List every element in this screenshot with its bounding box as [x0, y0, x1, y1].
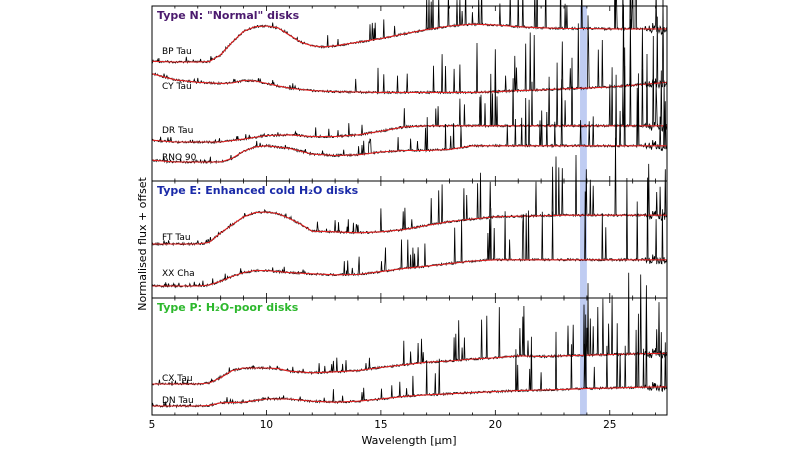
x-axis-label: Wavelength [μm] — [361, 434, 456, 447]
model-line-rno-90 — [151, 145, 667, 163]
model-line-cy-tau — [151, 73, 668, 93]
source-label: XX Cha — [162, 269, 195, 279]
plot-layer: BP Tau CY Tau DR Tau RNO 90 Type N: "Normal"… — [149, 0, 668, 431]
source-label: RNO 90 — [162, 153, 197, 163]
panel-title: Type E: Enhanced cold H₂O disks — [157, 184, 359, 197]
data-line-dr-tau — [151, 35, 668, 145]
model-line-bp-tau — [151, 23, 667, 63]
panel-title: Type N: "Normal" disks — [157, 9, 300, 22]
panel-frame — [151, 5, 668, 182]
data-line-dn-tau — [151, 313, 667, 409]
model-line-dn-tau — [152, 386, 668, 407]
model-line-dr-tau — [151, 125, 667, 143]
data-line-cx-tau — [152, 272, 668, 387]
x-tick-label: 20 — [489, 419, 502, 431]
x-tick-label: 25 — [603, 419, 616, 431]
source-label: DN Tau — [162, 396, 194, 406]
source-label: CY Tau — [162, 82, 192, 92]
highlight-band — [580, 181, 587, 298]
panel-title: Type P: H₂O-poor disks — [157, 301, 299, 314]
source-label: BP Tau — [162, 47, 192, 57]
source-label: FT Tau — [162, 233, 191, 243]
x-tick-label: 10 — [260, 419, 273, 431]
highlight-band — [580, 6, 587, 181]
model-line-xx-cha — [152, 259, 667, 287]
source-label: DR Tau — [162, 126, 193, 136]
source-label: CX Tau — [162, 374, 193, 384]
highlight-band — [580, 298, 587, 415]
x-tick-label: 15 — [374, 419, 387, 431]
data-line-rno-90 — [151, 65, 668, 165]
y-axis-label: Normalised flux + offset — [136, 177, 149, 311]
x-tick-label: 5 — [149, 419, 156, 431]
panel-frame — [151, 297, 668, 416]
